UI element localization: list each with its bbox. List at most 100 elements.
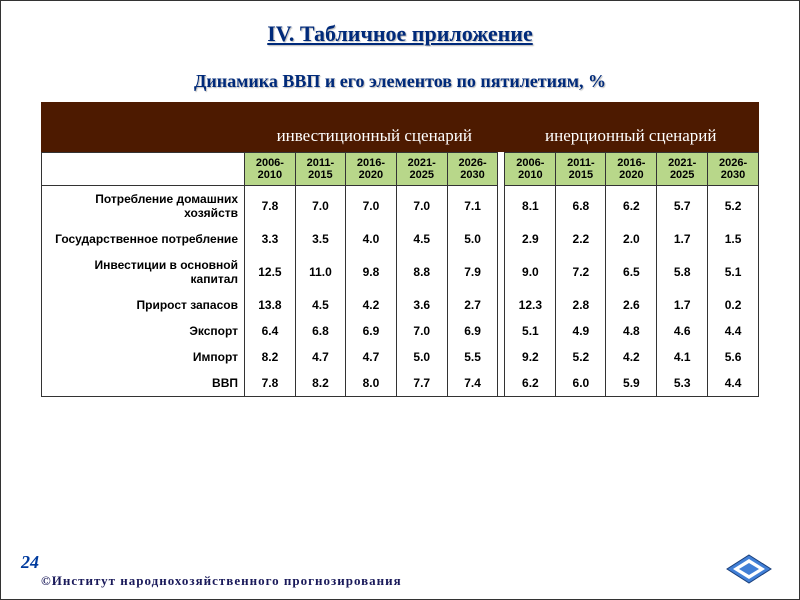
cell-left: 5.0: [447, 226, 498, 252]
subtitle: Динамика ВВП и его элементов по пятилети…: [1, 71, 799, 92]
cell-left: 8.8: [396, 252, 447, 292]
cell-right: 4.6: [657, 318, 708, 344]
table-row: Импорт8.24.74.75.05.59.25.24.24.15.6: [42, 344, 759, 370]
cell-right: 5.8: [657, 252, 708, 292]
period-l-2: 2016-2020: [346, 153, 397, 186]
row-label: ВВП: [42, 370, 245, 397]
cell-left: 4.0: [346, 226, 397, 252]
row-label: Инвестиции в основной капитал: [42, 252, 245, 292]
scenario-gap: [498, 252, 505, 292]
row-label: Экспорт: [42, 318, 245, 344]
scenario-gap: [498, 318, 505, 344]
cell-right: 4.4: [708, 370, 759, 397]
row-label: Прирост запасов: [42, 292, 245, 318]
cell-right: 1.5: [708, 226, 759, 252]
page-title: IV. Табличное приложение: [1, 21, 799, 47]
cell-right: 5.1: [708, 252, 759, 292]
scenario-right-header: инерционный сценарий: [503, 112, 760, 152]
cell-right: 4.1: [657, 344, 708, 370]
cell-right: 4.4: [708, 318, 759, 344]
cell-right: 5.2: [556, 344, 606, 370]
cell-left: 7.9: [447, 252, 498, 292]
cell-right: 1.7: [657, 292, 708, 318]
cell-left: 7.0: [295, 186, 345, 227]
cell-left: 3.3: [245, 226, 296, 252]
period-l-4: 2026-2030: [447, 153, 498, 186]
row-label: Государственное потребление: [42, 226, 245, 252]
cell-right: 5.6: [708, 344, 759, 370]
cell-right: 12.3: [505, 292, 556, 318]
cell-left: 4.5: [396, 226, 447, 252]
cell-right: 5.2: [708, 186, 759, 227]
cell-left: 9.8: [346, 252, 397, 292]
period-r-0: 2006-2010: [505, 153, 556, 186]
cell-left: 7.0: [346, 186, 397, 227]
period-r-4: 2026-2030: [708, 153, 759, 186]
cell-right: 6.2: [505, 370, 556, 397]
cell-left: 7.0: [396, 318, 447, 344]
cell-left: 7.7: [396, 370, 447, 397]
cell-right: 4.2: [606, 344, 657, 370]
cell-left: 4.7: [346, 344, 397, 370]
cell-left: 12.5: [245, 252, 296, 292]
cell-left: 7.0: [396, 186, 447, 227]
cell-left: 8.2: [295, 370, 345, 397]
cell-right: 8.1: [505, 186, 556, 227]
cell-left: 5.0: [396, 344, 447, 370]
scenario-gap: [498, 370, 505, 397]
scenario-header-band: инвестиционный сценарий инерционный сцен…: [41, 102, 759, 152]
period-l-0: 2006-2010: [245, 153, 296, 186]
cell-right: 5.9: [606, 370, 657, 397]
cell-right: 1.7: [657, 226, 708, 252]
scenario-left-header: инвестиционный сценарий: [246, 112, 503, 152]
cell-left: 7.1: [447, 186, 498, 227]
cell-left: 7.8: [245, 186, 296, 227]
cell-left: 2.7: [447, 292, 498, 318]
period-l-3: 2021-2025: [396, 153, 447, 186]
cell-right: 2.2: [556, 226, 606, 252]
cell-left: 11.0: [295, 252, 345, 292]
cell-left: 4.5: [295, 292, 345, 318]
cell-left: 8.0: [346, 370, 397, 397]
cell-left: 3.5: [295, 226, 345, 252]
scenario-gap: [498, 292, 505, 318]
table-container: инвестиционный сценарий инерционный сцен…: [41, 102, 759, 397]
cell-left: 6.9: [346, 318, 397, 344]
logo-icon: [719, 549, 779, 589]
cell-right: 4.8: [606, 318, 657, 344]
table-row: ВВП7.88.28.07.77.46.26.05.95.34.4: [42, 370, 759, 397]
cell-right: 0.2: [708, 292, 759, 318]
scenario-gap: [498, 153, 505, 186]
cell-right: 4.9: [556, 318, 606, 344]
period-r-1: 2011-2015: [556, 153, 606, 186]
table-row: Экспорт6.46.86.97.06.95.14.94.84.64.4: [42, 318, 759, 344]
period-r-3: 2021-2025: [657, 153, 708, 186]
cell-right: 6.5: [606, 252, 657, 292]
row-label: Потребление домашних хозяйств: [42, 186, 245, 227]
cell-right: 2.6: [606, 292, 657, 318]
cell-left: 6.4: [245, 318, 296, 344]
cell-right: 5.3: [657, 370, 708, 397]
row-label: Импорт: [42, 344, 245, 370]
page-number: 24: [21, 552, 402, 573]
table-row: Инвестиции в основной капитал12.511.09.8…: [42, 252, 759, 292]
table-row: Потребление домашних хозяйств7.87.07.07.…: [42, 186, 759, 227]
cell-right: 9.2: [505, 344, 556, 370]
cell-right: 6.8: [556, 186, 606, 227]
data-table: 2006-2010 2011-2015 2016-2020 2021-2025 …: [41, 152, 759, 397]
cell-right: 7.2: [556, 252, 606, 292]
footer: 24 ©Институт народнохозяйственного прогн…: [21, 549, 779, 589]
cell-left: 4.7: [295, 344, 345, 370]
period-l-1: 2011-2015: [295, 153, 345, 186]
cell-left: 6.9: [447, 318, 498, 344]
period-header-row: 2006-2010 2011-2015 2016-2020 2021-2025 …: [42, 153, 759, 186]
cell-right: 5.1: [505, 318, 556, 344]
scenario-gap: [498, 344, 505, 370]
scenario-gap: [498, 186, 505, 227]
cell-left: 13.8: [245, 292, 296, 318]
period-r-2: 2016-2020: [606, 153, 657, 186]
cell-right: 6.2: [606, 186, 657, 227]
rowlabel-head: [42, 153, 245, 186]
cell-left: 6.8: [295, 318, 345, 344]
cell-right: 5.7: [657, 186, 708, 227]
